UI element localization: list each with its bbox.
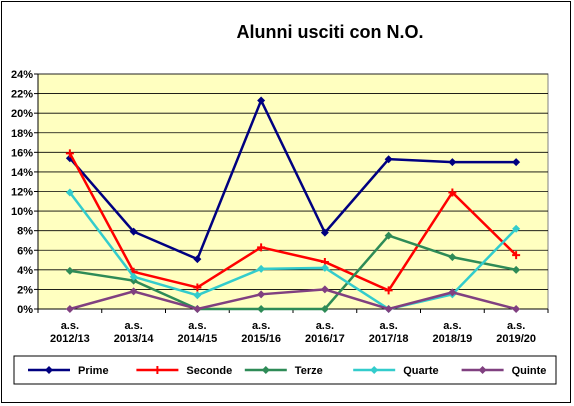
data-point	[257, 290, 266, 299]
data-point	[320, 285, 329, 294]
data-point	[193, 283, 202, 292]
x-tick-label: a.s. 2013/14	[114, 320, 155, 345]
data-point	[320, 305, 329, 313]
data-point	[384, 305, 393, 313]
series-quarte	[65, 188, 521, 313]
data-point	[193, 305, 202, 313]
series-line	[69, 234, 517, 311]
data-point	[257, 96, 266, 105]
series-lines	[65, 96, 521, 313]
data-point	[384, 231, 393, 240]
data-point	[448, 188, 457, 197]
data-point	[257, 264, 266, 273]
x-tick-label: a.s. 2012/13	[50, 320, 90, 345]
data-point	[384, 286, 393, 295]
data-point	[384, 155, 393, 164]
legend-item-quarte: Quarte	[353, 365, 439, 377]
series-quinte	[65, 285, 521, 313]
data-point	[478, 366, 487, 374]
data-point	[45, 366, 53, 374]
x-tick-label: a.s. 2016/17	[305, 320, 345, 345]
data-point	[65, 149, 74, 158]
data-point	[512, 224, 521, 233]
y-tick-label: 10%	[11, 206, 33, 218]
data-point	[65, 266, 74, 275]
data-point	[512, 305, 521, 313]
data-point	[448, 288, 457, 297]
x-tick-label: a.s. 2014/15	[177, 320, 217, 345]
y-tick-label: 2%	[17, 284, 33, 296]
data-point	[448, 158, 457, 167]
legend-label: Prime	[78, 365, 109, 377]
y-tick-label: 12%	[11, 187, 33, 199]
y-tick-label: 20%	[11, 108, 33, 120]
series-seconde	[65, 149, 521, 295]
y-tick-label: 16%	[11, 147, 33, 159]
x-axis-ticks: a.s. 2012/13 a.s. 2013/14 a.s. 2014/15 a.s. 201…	[37, 309, 549, 345]
legend-label: Terze	[295, 365, 323, 377]
data-point	[261, 366, 270, 374]
data-point	[65, 188, 74, 197]
data-point	[193, 255, 202, 264]
y-tick-label: 4%	[17, 265, 33, 277]
x-tick-label: a.s. 2017/18	[369, 320, 409, 345]
data-point	[129, 287, 138, 296]
data-point	[448, 253, 457, 262]
series-line	[68, 152, 518, 292]
series-line	[68, 191, 518, 311]
legend-label: Seconde	[186, 365, 232, 377]
data-point	[153, 366, 162, 374]
y-tick-label: 0%	[17, 304, 33, 316]
chart-title: Alunni usciti con N.O.	[236, 22, 424, 42]
legend-item-quinte: Quinte	[461, 365, 547, 377]
legend-item-seconde: Seconde	[136, 365, 232, 377]
data-point	[512, 251, 521, 260]
legend-label: Quinte	[512, 365, 547, 377]
data-point	[512, 158, 521, 167]
data-point	[512, 265, 521, 274]
x-tick-label: a.s. 2015/16	[241, 320, 281, 345]
series-line	[69, 288, 517, 311]
y-tick-label: 8%	[17, 226, 33, 238]
y-tick-label: 14%	[11, 167, 33, 179]
y-tick-label: 6%	[17, 245, 33, 257]
data-point	[320, 228, 329, 237]
series-line	[68, 97, 517, 261]
data-point	[320, 263, 329, 272]
y-tick-label: 22%	[11, 89, 33, 101]
data-point	[65, 305, 74, 313]
y-tick-label: 24%	[11, 69, 33, 81]
data-point	[129, 272, 138, 281]
data-point	[257, 305, 266, 313]
data-point	[257, 243, 266, 252]
series-prime	[65, 96, 521, 264]
legend-item-terze: Terze	[244, 365, 323, 377]
legend: Prime Seconde Terze Quarte Quinte	[13, 355, 557, 385]
data-point	[129, 227, 138, 236]
y-tick-label: 18%	[11, 128, 33, 140]
x-tick-label: a.s. 2019/20	[496, 320, 536, 345]
legend-item-prime: Prime	[28, 365, 109, 377]
data-point	[193, 291, 202, 300]
legend-label: Quarte	[403, 365, 438, 377]
x-tick-label: a.s. 2018/19	[432, 320, 472, 345]
data-point	[370, 366, 379, 374]
